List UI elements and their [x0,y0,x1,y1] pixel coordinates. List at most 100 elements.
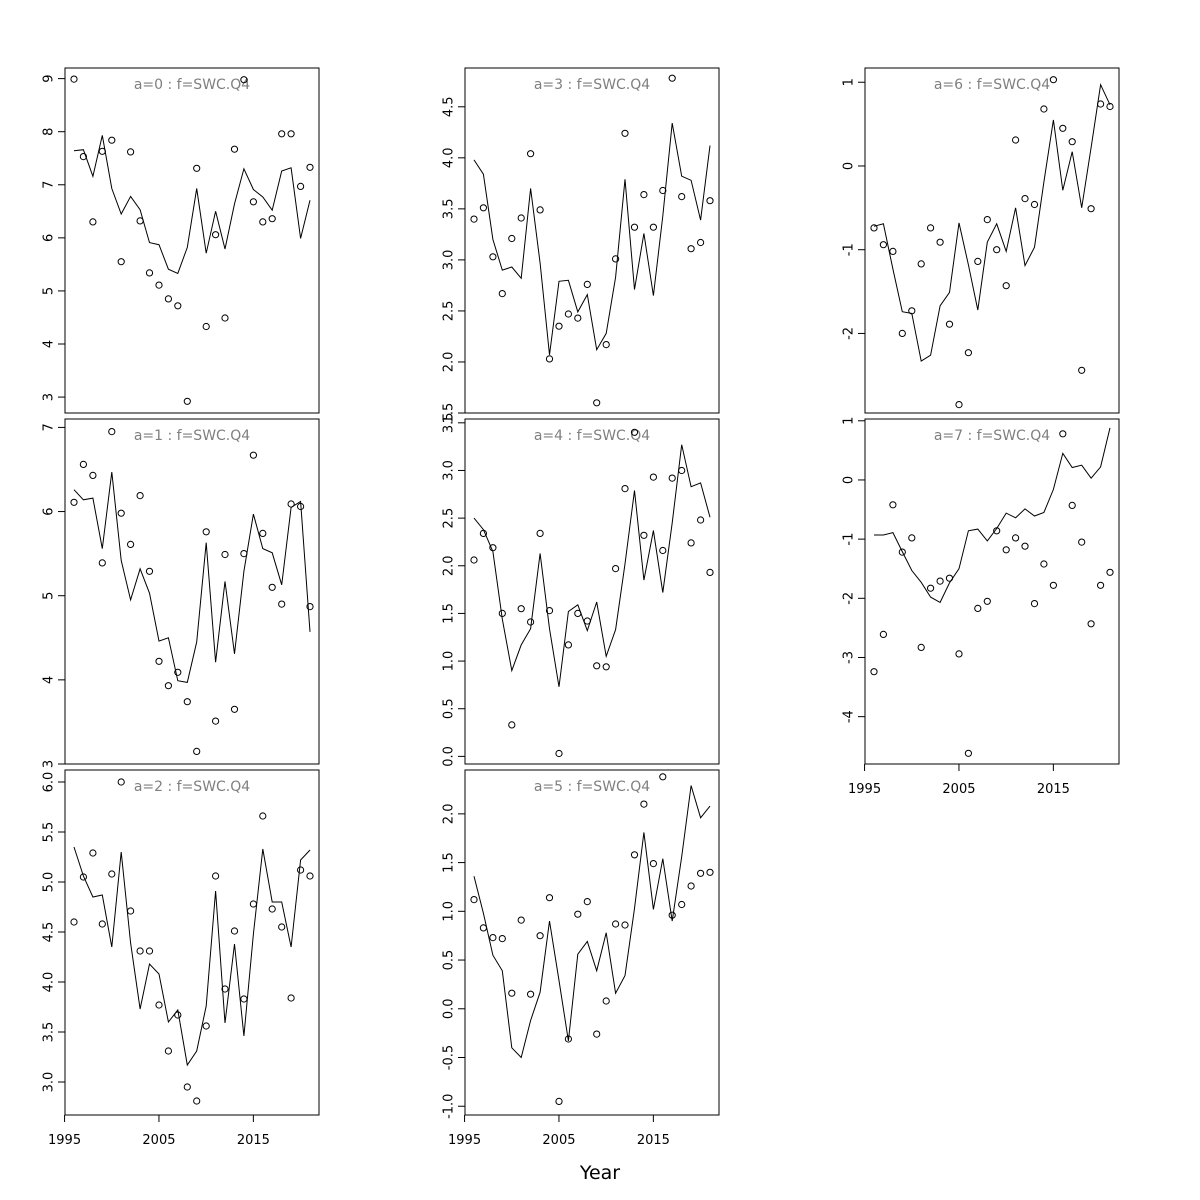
series-line [873,82,1111,362]
y-tick-label: -2 [842,327,857,340]
y-tick-label: 5 [42,287,57,295]
series-line [73,135,311,275]
data-point [70,498,78,506]
data-point [527,990,535,998]
data-point [1040,105,1048,113]
data-point [221,314,229,322]
data-point [240,76,248,84]
data-point [574,609,582,618]
data-point [612,920,620,928]
data-point [527,618,535,626]
data-point [668,474,676,482]
data-point [908,307,916,315]
y-tick-label: 5 [42,592,57,600]
data-point [659,546,667,555]
y-tick-label: 7 [42,181,57,189]
panel-frame [864,418,1120,765]
data-point [212,717,220,725]
data-point [564,1035,573,1043]
data-point [527,150,535,158]
data-point [1012,534,1020,542]
y-tick-label: 2.0 [442,352,457,373]
data-point [583,617,591,625]
y-tick-label: 2.5 [442,301,457,322]
data-point [230,705,239,713]
data-point [687,539,695,547]
y-tick-label: 3.0 [42,1072,57,1093]
data-point [202,528,210,536]
panel-frame [464,769,720,1116]
panel-2: a=2 : f=SWC.Q4 3.0 3.5 4.0 4.5 5.0 5.5 6.0 1995 2… [42,769,320,1148]
y-tick-label: 5.5 [42,822,57,843]
data-point [908,534,916,542]
data-point [640,191,648,199]
data-point [602,663,610,671]
data-point [259,218,267,226]
data-point [470,556,478,564]
data-point [498,290,506,298]
data-point [479,529,487,538]
data-point [870,224,878,232]
data-point [678,900,686,909]
data-point [278,923,286,931]
data-point [870,668,878,676]
data-point [1049,76,1058,84]
data-point [555,322,563,330]
data-point [630,851,639,859]
data-point [508,989,516,997]
y-tick-label: 9 [42,74,57,82]
data-point [593,1030,601,1038]
data-point [1068,138,1076,146]
data-point [678,193,686,201]
panel-6: a=6 : f=SWC.Q4 -2 -1 0 1 [842,67,1120,414]
data-point [640,800,648,808]
data-point [545,894,554,902]
data-point [983,216,991,224]
data-point [278,130,286,138]
y-tick-label: -0.5 [442,1045,457,1070]
data-point [659,773,667,781]
y-tick-label: 1.5 [442,603,457,624]
data-point [489,544,497,552]
data-point [1097,100,1105,108]
data-point [230,927,239,935]
data-point [489,934,497,942]
data-point [221,550,229,559]
data-point [127,907,135,915]
y-tick-label: 1.0 [442,651,457,672]
data-point [79,460,88,468]
data-point [649,473,658,481]
data-point [164,1047,172,1055]
y-tick-label: 1.5 [442,852,457,873]
data-point [945,320,954,328]
data-point [917,643,925,652]
panel-0: a=0 : f=SWC.Q4 3 4 5 6 7 8 9 [42,67,320,414]
data-point [155,657,163,665]
data-point [697,516,705,524]
data-point [268,905,276,913]
y-tick-label: 3.0 [442,460,457,481]
panel-4: a=4 : f=SWC.Q4 0.0 0.5 1.0 1.5 2.0 2.5 3.0 3.5 [442,412,720,767]
panel-title: a=0 : f=SWC.Q4 [134,77,250,93]
data-point [174,668,182,676]
data-point [183,1083,191,1091]
y-tick-label: 6 [42,507,57,515]
data-point [1021,542,1029,550]
x-tick-label: 1995 [848,782,881,797]
data-point [602,997,610,1005]
data-point [659,186,667,195]
data-point [879,630,888,639]
data-point [649,860,658,868]
data-point [697,238,705,247]
data-point [193,164,201,172]
data-point [612,565,620,573]
data-point [1068,501,1076,509]
data-point [621,921,629,929]
x-tick-label: 2005 [542,1133,575,1148]
data-point [697,869,705,877]
data-point [555,1097,563,1106]
data-point [70,918,78,926]
y-tick-label: 3.0 [442,250,457,271]
y-tick-label: 3.5 [442,199,457,220]
data-point [287,994,295,1002]
